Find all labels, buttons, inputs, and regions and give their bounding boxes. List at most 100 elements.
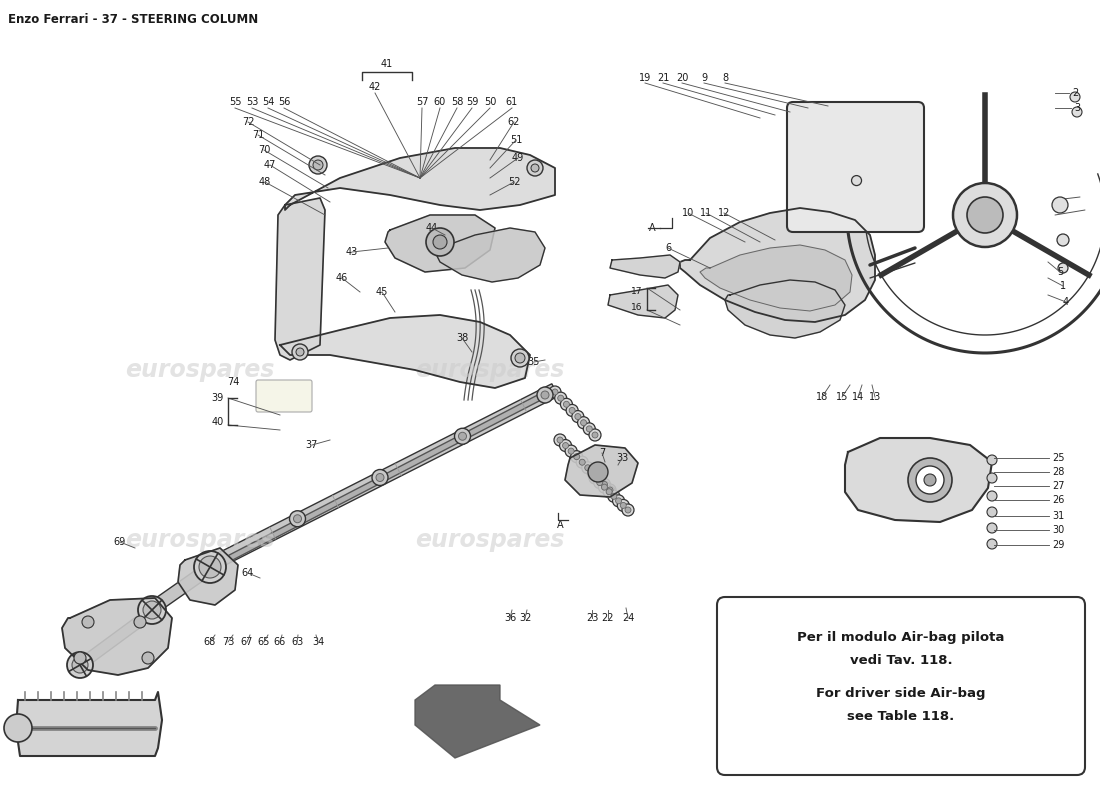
Circle shape [560,439,572,451]
Circle shape [554,392,566,404]
Circle shape [527,160,543,176]
Text: A: A [649,223,656,233]
Polygon shape [680,208,874,322]
Text: 42: 42 [368,82,382,92]
Circle shape [512,349,529,367]
Polygon shape [77,607,155,670]
Text: 51: 51 [509,135,522,145]
Circle shape [4,714,32,742]
Text: 45: 45 [376,287,388,297]
Circle shape [916,466,944,494]
Text: 62: 62 [508,117,520,127]
Circle shape [142,652,154,664]
Text: 2: 2 [1072,88,1078,98]
Text: 47: 47 [264,160,276,170]
Circle shape [578,417,590,429]
Circle shape [582,462,594,474]
Circle shape [608,490,620,502]
Circle shape [602,484,607,490]
Circle shape [581,420,586,426]
Circle shape [199,556,221,578]
Circle shape [594,477,606,489]
Polygon shape [16,692,162,756]
Polygon shape [610,255,680,278]
Circle shape [557,437,563,443]
Circle shape [314,160,323,170]
Text: 74: 74 [228,377,240,387]
Circle shape [568,448,574,454]
Circle shape [587,467,600,479]
Circle shape [607,487,613,493]
Circle shape [851,175,861,186]
Circle shape [541,391,549,399]
Circle shape [588,462,608,482]
Text: A: A [557,520,563,530]
Circle shape [987,455,997,465]
Text: eurospares: eurospares [416,528,564,552]
Text: 21: 21 [657,73,669,83]
Circle shape [588,429,601,441]
Polygon shape [565,445,638,497]
Circle shape [194,551,226,583]
Text: 68: 68 [204,637,216,647]
FancyBboxPatch shape [717,597,1085,775]
Circle shape [987,539,997,549]
Circle shape [586,426,592,432]
Text: 25: 25 [1052,453,1065,463]
Text: 54: 54 [262,97,274,107]
Text: 46: 46 [336,273,348,283]
Circle shape [592,475,598,481]
Text: eurospares: eurospares [125,528,275,552]
Circle shape [924,474,936,486]
FancyBboxPatch shape [256,380,312,412]
Circle shape [1072,107,1082,117]
Text: 53: 53 [245,97,258,107]
Circle shape [1057,234,1069,246]
Circle shape [515,353,525,363]
Text: 36: 36 [504,613,516,623]
Circle shape [82,616,94,628]
Text: 59: 59 [465,97,478,107]
Circle shape [426,228,454,256]
Polygon shape [725,280,845,338]
Circle shape [292,344,308,360]
Text: 35: 35 [528,357,540,367]
Circle shape [603,486,615,498]
Circle shape [376,474,384,482]
Text: 64: 64 [242,568,254,578]
Text: 24: 24 [621,613,635,623]
Text: 10: 10 [682,208,694,218]
Circle shape [1070,92,1080,102]
Text: 5: 5 [1057,267,1063,277]
Circle shape [571,450,583,462]
Text: 49: 49 [512,153,524,163]
Circle shape [610,494,617,499]
Text: 12: 12 [718,208,730,218]
Text: 70: 70 [257,145,271,155]
Polygon shape [700,245,852,311]
Text: see Table 118.: see Table 118. [847,710,955,722]
Circle shape [620,502,626,509]
Circle shape [134,616,146,628]
Text: 52: 52 [508,177,520,187]
Text: eurospares: eurospares [125,358,275,382]
Circle shape [72,657,88,673]
Circle shape [592,432,598,438]
Text: 67: 67 [241,637,253,647]
Circle shape [138,596,166,624]
Text: 43: 43 [345,247,359,257]
Circle shape [987,491,997,501]
Circle shape [143,601,161,619]
Text: 15: 15 [836,392,848,402]
Circle shape [598,481,611,493]
Polygon shape [280,315,530,388]
Circle shape [558,395,563,401]
Text: 19: 19 [639,73,651,83]
Text: 22: 22 [602,613,614,623]
Polygon shape [229,390,549,561]
Text: 26: 26 [1052,495,1065,505]
Polygon shape [62,598,172,675]
Polygon shape [415,685,540,758]
Circle shape [552,389,558,395]
Text: 4: 4 [1063,297,1069,307]
